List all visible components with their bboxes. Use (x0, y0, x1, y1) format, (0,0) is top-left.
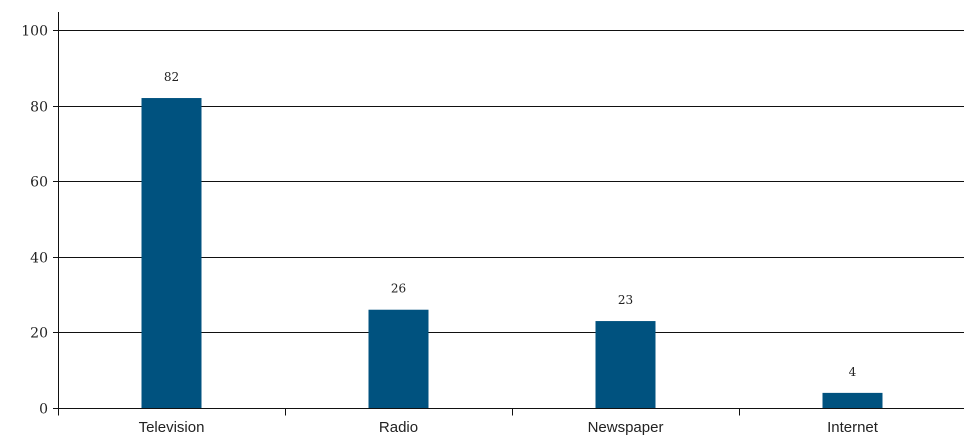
y-tick-label: 80 (30, 100, 48, 116)
bar-newspaper (595, 321, 656, 408)
x-tick-label-newspaper: Newspaper (588, 419, 664, 436)
y-tick-label: 100 (21, 24, 48, 40)
data-label-internet: 4 (849, 365, 857, 379)
axes (53, 12, 964, 416)
grid-lines (58, 30, 964, 333)
y-tick-label: 20 (30, 326, 48, 342)
data-label-television: 82 (164, 70, 179, 84)
x-tick-label-television: Television (139, 419, 205, 436)
data-label-radio: 26 (391, 282, 406, 296)
bar-internet (822, 392, 883, 408)
bars (141, 98, 883, 408)
bar-radio (368, 309, 429, 408)
x-tick-label-internet: Internet (827, 419, 879, 436)
x-tick-label-radio: Radio (379, 419, 418, 436)
y-tick-label: 60 (30, 175, 48, 191)
labels: 0 20 40 60 80 100 82 Television 26 Radio 23 Newspap… (21, 24, 878, 437)
y-tick-label: 0 (39, 402, 48, 418)
data-label-newspaper: 23 (618, 293, 633, 307)
y-tick-label: 40 (30, 251, 48, 267)
bar-television (141, 98, 202, 408)
